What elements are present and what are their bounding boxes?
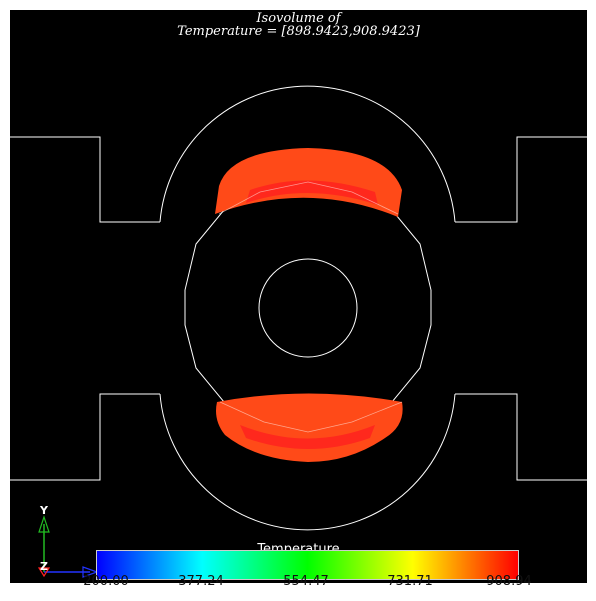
axis-z-arrow xyxy=(37,567,51,578)
colorbar-tick: 377.24 xyxy=(178,574,224,589)
plot-title: Isovolume of Temperature = [898.9423,908… xyxy=(10,12,587,38)
colorbar-tick: 731.71 xyxy=(387,574,433,589)
boundary-bottom-right xyxy=(455,393,587,481)
isovolume-bottom-mesh xyxy=(219,401,403,433)
axis-triad xyxy=(37,515,99,578)
isovolume-bottom-core xyxy=(240,425,375,449)
boundary-top-right xyxy=(455,136,587,223)
isovolume-top-mesh xyxy=(218,181,399,215)
center-bore xyxy=(258,258,358,358)
render-viewport[interactable]: Isovolume of Temperature = [898.9423,908… xyxy=(10,10,587,583)
axis-x-arrow xyxy=(82,566,99,578)
isovolume-bottom xyxy=(216,393,403,462)
plot-title-line1: Isovolume of xyxy=(256,11,341,26)
plot-title-line2: Temperature = [898.9423,908.9423] xyxy=(177,24,420,39)
axis-y-label: Y xyxy=(40,504,48,517)
boundary-bottom-left xyxy=(10,393,160,481)
axis-z-label: Z xyxy=(40,560,48,573)
colorbar xyxy=(96,550,519,580)
scene-canvas[interactable] xyxy=(10,10,587,583)
isovolume-top-core xyxy=(246,180,378,205)
axis-y-arrow xyxy=(38,515,50,533)
isovolume-regions xyxy=(215,148,403,462)
colorbar-tick: 908.94 xyxy=(486,574,532,589)
boundary-top xyxy=(10,136,160,223)
outer-arc-top xyxy=(159,85,456,223)
colorbar-tick: 200.00 xyxy=(83,574,129,589)
colorbar-tick: 554.47 xyxy=(283,574,329,589)
outer-arc-bottom xyxy=(159,393,456,531)
